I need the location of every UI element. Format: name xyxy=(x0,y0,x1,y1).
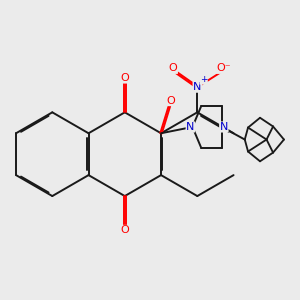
Text: +: + xyxy=(200,75,207,84)
Text: N: N xyxy=(220,122,228,132)
Text: N: N xyxy=(186,122,194,132)
Text: O: O xyxy=(120,73,129,83)
Text: O⁻: O⁻ xyxy=(216,63,231,74)
Text: O: O xyxy=(166,96,175,106)
Text: O: O xyxy=(169,63,177,74)
Text: N: N xyxy=(193,82,202,92)
Text: O: O xyxy=(120,225,129,236)
